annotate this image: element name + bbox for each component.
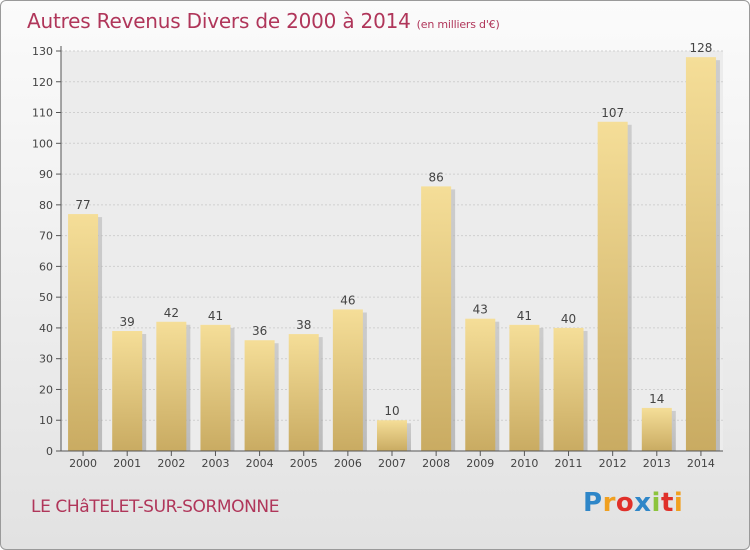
bar (421, 186, 452, 451)
bar (332, 309, 363, 451)
bar (597, 121, 628, 452)
y-tick-label: 70 (39, 230, 53, 243)
bar-value-label: 77 (75, 198, 90, 212)
x-tick-label: 2003 (201, 457, 229, 470)
commune-name: LE CHâTELET-SUR-SORMONNE (31, 497, 280, 517)
y-tick-label: 110 (32, 107, 53, 120)
bar (641, 407, 672, 451)
bar-value-label: 14 (649, 392, 664, 406)
y-tick-label: 90 (39, 168, 53, 181)
logo-letter: i (651, 488, 661, 518)
bar (465, 318, 496, 451)
y-tick-label: 20 (39, 383, 53, 396)
bars: 77 39 42 41 36 38 46 10 86 43 41 40 107 14 128 (68, 41, 720, 452)
x-tick-label: 2009 (466, 457, 494, 470)
bar-value-label: 38 (296, 318, 311, 332)
logo-letter: o (615, 488, 635, 518)
y-tick-label: 40 (39, 322, 53, 335)
x-tick-label: 2007 (378, 457, 406, 470)
y-axis: 0 10 20 30 40 50 60 70 80 90 100 110 120 130 (32, 45, 62, 458)
x-tick-label: 2011 (555, 457, 583, 470)
y-tick-label: 100 (32, 137, 53, 150)
x-tick-label: 2002 (157, 457, 185, 470)
bar-value-label: 46 (340, 293, 355, 307)
x-tick-label: 2004 (246, 457, 274, 470)
bar-value-label: 39 (120, 315, 135, 329)
x-axis: 2000 2001 2002 2003 2004 2005 2006 2007 2008 2009… (61, 450, 723, 470)
y-tick-label: 120 (32, 76, 53, 89)
chart-title: Autres Revenus Divers de 2000 à 2014 (en … (27, 9, 500, 33)
bar-value-label: 43 (473, 303, 488, 317)
y-tick-label: 60 (39, 260, 53, 273)
bar-value-label: 128 (689, 41, 712, 55)
x-tick-label: 2008 (422, 457, 450, 470)
logo-letter: P (583, 488, 603, 518)
proxiti-logo[interactable]: Proxiti (583, 488, 683, 518)
bar-value-label: 41 (208, 309, 223, 323)
bar (288, 334, 319, 451)
logo-letter: i (673, 488, 684, 518)
y-tick-label: 30 (39, 353, 53, 366)
x-tick-label: 2006 (334, 457, 362, 470)
chart-subtitle: (en milliers d'€) (416, 18, 500, 31)
x-tick-label: 2010 (510, 457, 538, 470)
y-tick-label: 130 (32, 45, 53, 58)
bar (244, 340, 275, 451)
bar-value-label: 86 (428, 170, 443, 184)
x-tick-label: 2001 (113, 457, 141, 470)
y-tick-label: 10 (39, 414, 53, 427)
chart-title-text: Autres Revenus Divers de 2000 à 2014 (27, 9, 411, 33)
bar-value-label: 40 (561, 312, 576, 326)
bar (509, 324, 540, 451)
logo-letter: r (602, 488, 616, 518)
x-tick-label: 2000 (69, 457, 97, 470)
bar (156, 321, 187, 451)
logo-letter: x (634, 488, 652, 518)
bar (376, 420, 408, 451)
x-tick-label: 2014 (687, 457, 715, 470)
bar (685, 57, 716, 452)
bar-value-label: 42 (164, 306, 179, 320)
y-tick-label: 0 (46, 445, 53, 458)
logo-letter: t (660, 488, 674, 518)
bar (112, 331, 143, 451)
bar (200, 324, 231, 451)
y-tick-label: 80 (39, 199, 53, 212)
bar-value-label: 41 (517, 309, 532, 323)
x-tick-label: 2012 (599, 457, 627, 470)
bar-value-label: 10 (384, 404, 399, 418)
y-tick-label: 50 (39, 291, 53, 304)
bar-value-label: 36 (252, 324, 267, 338)
bar (68, 214, 99, 451)
x-tick-label: 2005 (290, 457, 318, 470)
bar-value-label: 107 (601, 106, 624, 120)
x-tick-label: 2013 (643, 457, 671, 470)
bar (553, 327, 584, 451)
